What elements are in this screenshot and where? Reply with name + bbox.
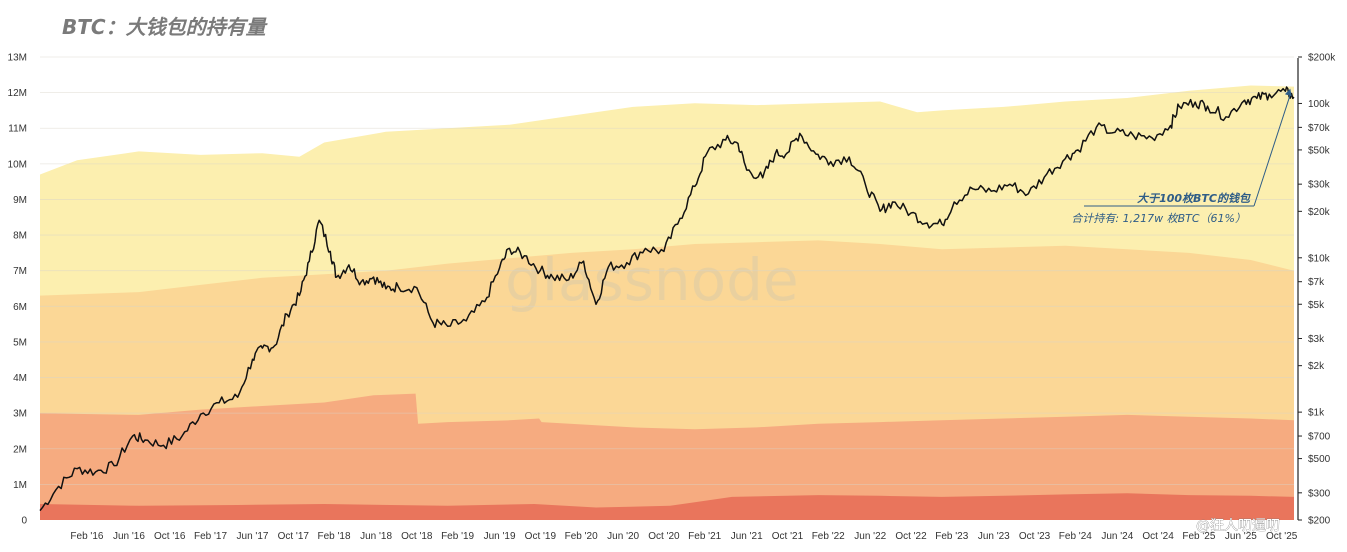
left-tick-label: 8M <box>13 231 27 242</box>
x-tick-label: Jun '24 <box>1101 531 1133 542</box>
left-tick-label: 1M <box>13 480 27 491</box>
right-tick-label: $700 <box>1308 432 1331 443</box>
x-tick-label: Oct '23 <box>1019 531 1051 542</box>
x-axis: Feb '16 Jun '16 Oct '16 Feb '17 Jun '17 Oct '… <box>70 531 1297 542</box>
right-tick-label: $3k <box>1308 334 1325 345</box>
left-tick-label: 6M <box>13 302 27 313</box>
x-tick-label: Feb '18 <box>318 531 351 542</box>
right-tick-label: $20k <box>1308 207 1331 218</box>
x-tick-label: Feb '20 <box>565 531 598 542</box>
right-tick-label: $5k <box>1308 300 1325 311</box>
chart-title: BTC：大钱包的持有量 <box>62 15 269 39</box>
left-tick-label: 11M <box>8 124 27 135</box>
annotation-label: 大于100枚BTC的钱包 <box>1137 192 1251 205</box>
right-tick-label: $30k <box>1308 180 1331 191</box>
btc-price-line <box>39 86 1295 512</box>
band-1 <box>40 493 1294 520</box>
right-tick-label: 100k <box>1308 99 1331 110</box>
x-tick-label: Feb '17 <box>194 531 227 542</box>
watermark: glassnode <box>505 246 799 314</box>
x-tick-label: Feb '23 <box>935 531 968 542</box>
x-tick-label: Oct '25 <box>1266 531 1298 542</box>
left-tick-label: 9M <box>13 195 27 206</box>
x-tick-label: Oct '20 <box>648 531 680 542</box>
left-tick-label: 2M <box>13 444 27 455</box>
right-tick-label: $70k <box>1308 123 1331 134</box>
x-tick-label: Feb '21 <box>688 531 721 542</box>
right-tick-label: $50k <box>1308 145 1331 156</box>
right-tick-label: $10k <box>1308 253 1331 264</box>
annotation-arrowhead <box>1284 88 1292 97</box>
x-tick-label: Jun '20 <box>607 531 639 542</box>
gridlines <box>40 56 1294 485</box>
x-tick-label: Feb '19 <box>441 531 474 542</box>
right-tick-label: $1k <box>1308 408 1325 419</box>
x-tick-label: Oct '21 <box>772 531 804 542</box>
x-tick-label: Oct '19 <box>525 531 557 542</box>
price-series <box>39 86 1295 512</box>
left-tick-label: 0 <box>21 516 27 527</box>
x-tick-label: Feb '16 <box>70 531 103 542</box>
right-tick-label: $500 <box>1308 454 1331 465</box>
x-tick-label: Oct '17 <box>278 531 310 542</box>
band-2 <box>40 393 1294 520</box>
x-tick-label: Feb '25 <box>1182 531 1215 542</box>
x-tick-label: Jun '22 <box>854 531 886 542</box>
x-tick-label: Oct '24 <box>1142 531 1174 542</box>
annotation: 大于100枚BTC的钱包 合计持有: 1,217w 枚BTC（61%） <box>1071 88 1292 225</box>
x-tick-label: Oct '16 <box>154 531 186 542</box>
right-tick-label: $300 <box>1308 488 1331 499</box>
annotation-subtitle: 合计持有: 1,217w 枚BTC（61%） <box>1071 212 1246 225</box>
x-tick-label: Jun '18 <box>360 531 392 542</box>
x-tick-label: Jun '21 <box>731 531 763 542</box>
left-axis: 0 1M 2M 3M 4M 5M 6M 7M 8M 9M 10M 11M 12M 13M <box>8 53 28 527</box>
x-tick-label: Jun '17 <box>237 531 269 542</box>
left-tick-label: 12M <box>8 88 27 99</box>
left-tick-label: 10M <box>8 159 27 170</box>
x-tick-label: Feb '24 <box>1059 531 1092 542</box>
area-bands <box>40 85 1294 520</box>
right-tick-label: $2k <box>1308 361 1325 372</box>
right-tick-label: $200k <box>1308 53 1336 64</box>
right-axis: $200k 100k $70k $50k $30k $20k $10k $7k $5k $3k $2… <box>1298 53 1336 527</box>
right-tick-label: $7k <box>1308 277 1325 288</box>
left-tick-label: 5M <box>13 337 27 348</box>
left-tick-label: 7M <box>13 266 27 277</box>
x-tick-label: Jun '16 <box>113 531 145 542</box>
x-tick-label: Jun '25 <box>1225 531 1257 542</box>
x-tick-label: Feb '22 <box>812 531 845 542</box>
right-tick-label: $200 <box>1308 516 1331 527</box>
annotation-pointer <box>1253 94 1291 207</box>
credit-watermark: @狂人叨逼叨 <box>1196 518 1280 534</box>
x-tick-label: Jun '23 <box>978 531 1010 542</box>
x-tick-label: Oct '22 <box>895 531 927 542</box>
x-tick-label: Jun '19 <box>484 531 516 542</box>
left-tick-label: 3M <box>13 409 27 420</box>
left-tick-label: 4M <box>13 373 27 384</box>
left-tick-label: 13M <box>8 53 27 64</box>
x-tick-label: Oct '18 <box>401 531 433 542</box>
